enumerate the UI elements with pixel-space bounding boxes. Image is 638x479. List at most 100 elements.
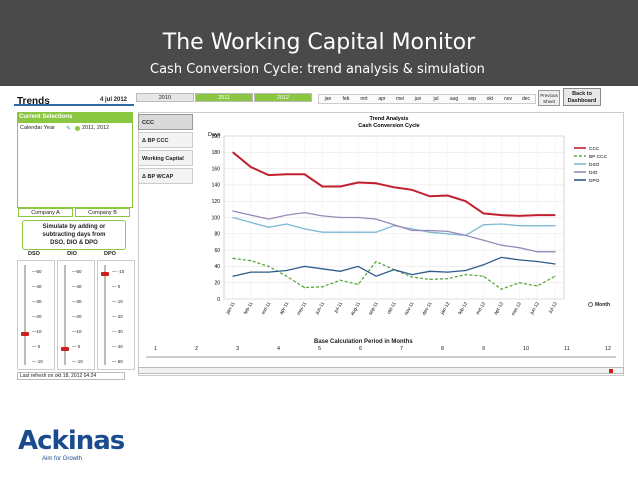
title-underline bbox=[14, 104, 134, 106]
dso-slider-knob[interactable] bbox=[21, 332, 29, 336]
data-point bbox=[232, 257, 234, 259]
y-axis-label: Days bbox=[208, 132, 221, 138]
chart-frame bbox=[138, 112, 624, 376]
company-b-button[interactable]: Company B bbox=[75, 208, 130, 217]
tab-bp-wcap[interactable]: Δ BP WCAP bbox=[138, 168, 193, 184]
chart-subtitle: Cash Conversion Cycle bbox=[358, 123, 419, 129]
month-aug[interactable]: aug bbox=[449, 96, 459, 102]
month-feb[interactable]: feb bbox=[342, 96, 350, 102]
y-tick-label: 120 bbox=[212, 199, 221, 205]
period-12[interactable]: 12 bbox=[605, 346, 612, 352]
period-7[interactable]: 7 bbox=[400, 346, 404, 352]
dpo-slider[interactable]: — -10 — 0 — 10 — 20 — 30 — 40 — 50 bbox=[97, 260, 135, 370]
dpo-slider-knob[interactable] bbox=[101, 272, 109, 276]
data-point bbox=[357, 265, 359, 267]
data-point bbox=[286, 173, 288, 175]
month-nov[interactable]: nov bbox=[503, 96, 513, 102]
year-2010-button[interactable]: 2010 bbox=[136, 93, 194, 102]
x-tick-label: feb-12 bbox=[457, 301, 469, 316]
data-point bbox=[250, 166, 252, 168]
period-10[interactable]: 10 bbox=[523, 346, 530, 352]
data-point bbox=[500, 256, 502, 259]
period-2[interactable]: 2 bbox=[195, 346, 199, 352]
month-mrt[interactable]: mrt bbox=[360, 96, 368, 102]
period-8[interactable]: 8 bbox=[441, 346, 445, 352]
period-11[interactable]: 11 bbox=[564, 346, 570, 352]
search-icon[interactable]: ✎ bbox=[66, 126, 72, 132]
tab-ccc[interactable]: CCC bbox=[138, 114, 193, 130]
legend-label: DSO bbox=[589, 162, 600, 168]
back-to-dashboard-button[interactable]: Back to Dashboard bbox=[563, 88, 601, 106]
period-1[interactable]: 1 bbox=[154, 346, 158, 352]
current-selections-box: Calendar Year ✎ 2011, 2012 bbox=[17, 122, 133, 208]
slider-track bbox=[64, 265, 66, 365]
tab-working-capital[interactable]: Working Capital bbox=[138, 150, 193, 166]
period-5[interactable]: 5 bbox=[318, 346, 322, 352]
clear-selection-icon[interactable] bbox=[75, 126, 80, 131]
previous-sheet-button[interactable]: Previous Sheet bbox=[538, 90, 560, 106]
period-scrollbar[interactable] bbox=[138, 367, 624, 374]
legend-label: BP CCC bbox=[589, 154, 608, 160]
x-tick-label: mrt-12 bbox=[475, 301, 487, 316]
data-point bbox=[232, 210, 234, 212]
data-point bbox=[303, 286, 306, 289]
period-9[interactable]: 9 bbox=[482, 346, 486, 352]
company-a-button[interactable]: Company A bbox=[18, 208, 73, 217]
year-2012-button[interactable]: 2012 bbox=[254, 93, 312, 102]
data-point bbox=[375, 260, 377, 263]
month-dec[interactable]: dec bbox=[521, 96, 531, 102]
month-jun[interactable]: jun bbox=[414, 96, 422, 102]
y-tick-label: 60 bbox=[214, 248, 220, 254]
month-toggle[interactable]: Month bbox=[588, 302, 610, 308]
period-scroll-thumb[interactable] bbox=[609, 369, 613, 373]
dio-slider-knob[interactable] bbox=[61, 347, 69, 351]
dso-slider[interactable]: —50 —40 —30 —20 —10 — 0 — 10 bbox=[17, 260, 55, 370]
data-point bbox=[393, 186, 395, 188]
data-point bbox=[411, 276, 413, 278]
dio-slider-label: DIO bbox=[67, 251, 77, 257]
data-point bbox=[321, 268, 324, 270]
dio-slider[interactable]: —50 —40 —30 —20 —10 — 0 — 10 bbox=[57, 260, 95, 370]
dso-slider-label: DSO bbox=[28, 251, 40, 257]
tab-bp-ccc[interactable]: Δ BP CCC bbox=[138, 132, 193, 148]
data-point bbox=[411, 189, 413, 191]
sim-line-1: Simulate by adding or bbox=[42, 224, 106, 230]
month-toggle-label: Month bbox=[595, 302, 610, 308]
data-point bbox=[357, 283, 359, 285]
plot-area: 0 20 40 60 80 100 120 140 160 180 200 jan-11 feb-11 m… bbox=[212, 134, 565, 317]
month-okt[interactable]: okt bbox=[486, 96, 494, 102]
slider-track bbox=[104, 265, 106, 365]
period-selector[interactable]: 1 2 3 4 5 6 7 8 9 10 11 12 bbox=[146, 346, 616, 372]
x-tick-label: mei-12 bbox=[510, 301, 523, 317]
data-point bbox=[536, 260, 538, 263]
x-tick-label: aug-11 bbox=[349, 301, 362, 317]
x-tick-label: jan-11 bbox=[224, 301, 236, 316]
data-point bbox=[339, 270, 341, 272]
data-point bbox=[339, 279, 341, 281]
year-2011-button[interactable]: 2011 bbox=[195, 93, 253, 102]
x-tick-label: dec-11 bbox=[421, 301, 434, 317]
period-4[interactable]: 4 bbox=[277, 346, 281, 352]
page-title: Trends bbox=[17, 96, 50, 107]
period-6[interactable]: 6 bbox=[359, 346, 363, 352]
y-tick-label: 80 bbox=[214, 232, 220, 238]
data-point bbox=[429, 270, 431, 272]
data-point bbox=[393, 224, 395, 226]
slider-tick: — 0 bbox=[32, 344, 41, 349]
chart-title: Trend Analysis bbox=[370, 116, 409, 122]
data-point bbox=[554, 214, 556, 216]
data-point bbox=[554, 225, 556, 227]
month-jul[interactable]: jul bbox=[433, 96, 439, 102]
data-point bbox=[232, 216, 234, 219]
month-apr[interactable]: apr bbox=[378, 96, 386, 102]
data-point bbox=[286, 223, 288, 225]
sim-line-2: subtracting days from bbox=[42, 232, 106, 238]
y-tick-label: 0 bbox=[217, 297, 220, 303]
period-3[interactable]: 3 bbox=[236, 346, 240, 352]
month-mei[interactable]: mei bbox=[395, 96, 405, 102]
month-sep[interactable]: sep bbox=[467, 96, 477, 102]
current-selections-header: Current Selections bbox=[17, 112, 133, 122]
x-tick-label: mei-11 bbox=[296, 301, 309, 317]
month-jan[interactable]: jan bbox=[324, 96, 332, 102]
slider-tick: —40 bbox=[32, 284, 42, 289]
